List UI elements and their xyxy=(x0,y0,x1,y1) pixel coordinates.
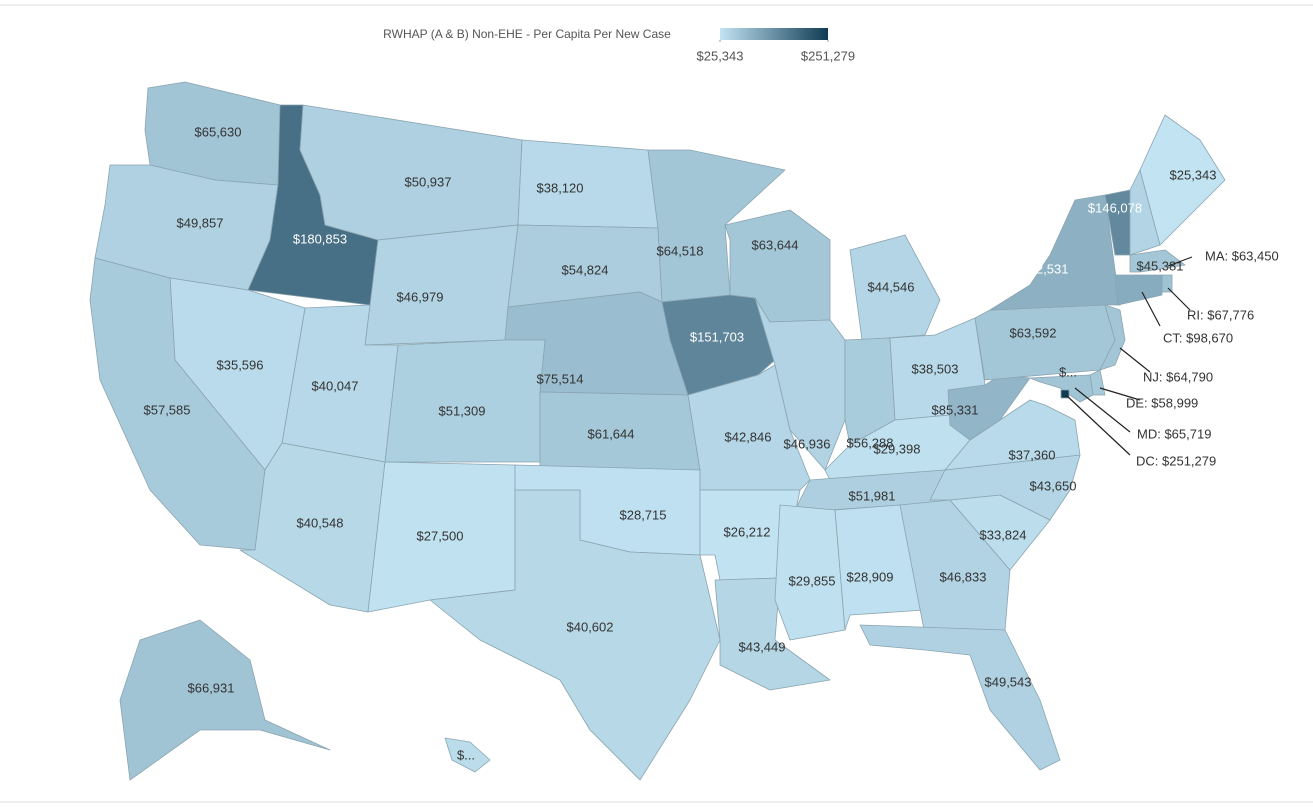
state-label: $64,518 xyxy=(657,243,704,258)
state-label: $29,398 xyxy=(874,441,921,456)
state-label: $151,703 xyxy=(690,329,744,344)
callout-line xyxy=(1167,287,1191,311)
state-region xyxy=(119,619,331,781)
state-label: $46,936 xyxy=(784,436,831,451)
state-label: MD: $65,719 xyxy=(1137,426,1211,441)
state-label: $37,360 xyxy=(1009,447,1056,462)
state-region xyxy=(1114,274,1163,306)
state-label: RI: $67,776 xyxy=(1187,307,1254,322)
state-label: $51,981 xyxy=(849,488,896,503)
state-label: $63,592 xyxy=(1010,325,1057,340)
state-label: $35,596 xyxy=(217,357,264,372)
state-label: $43,449 xyxy=(739,639,786,654)
state-label: $38,503 xyxy=(912,361,959,376)
state-label: CT: $98,670 xyxy=(1163,330,1233,345)
state-region xyxy=(1139,114,1226,246)
state-label: $28,909 xyxy=(847,569,894,584)
legend-gradient xyxy=(720,28,828,40)
states xyxy=(89,81,1226,781)
state-label: NJ: $64,790 xyxy=(1143,369,1213,384)
state-label: $43,650 xyxy=(1030,478,1077,493)
callout-line xyxy=(1065,394,1131,456)
state-region xyxy=(364,224,519,346)
state-label: $61,644 xyxy=(588,426,635,441)
state-label: $63,644 xyxy=(752,237,799,252)
state-label: $33,824 xyxy=(980,527,1027,542)
state-label: $40,047 xyxy=(312,378,359,393)
callout-line xyxy=(1074,387,1131,433)
legend-label: $251,279 xyxy=(801,48,855,63)
state-label: $54,824 xyxy=(562,262,609,277)
state-region xyxy=(1161,274,1173,293)
state-region xyxy=(384,339,546,463)
legend-title: RWHAP (A & B) Non-EHE - Per Capita Per N… xyxy=(383,27,671,41)
state-region xyxy=(849,234,941,341)
state-label: MA: $63,450 xyxy=(1205,248,1279,263)
state-label: $... xyxy=(457,747,475,762)
state-label: $51,309 xyxy=(439,403,486,418)
state-label: $75,514 xyxy=(537,371,584,386)
state-region xyxy=(89,257,266,551)
state-label: $92,531 xyxy=(1022,261,1069,276)
state-label: $49,857 xyxy=(177,215,224,230)
state-region xyxy=(899,499,1011,636)
state-region xyxy=(647,149,786,303)
state-label: $56,288 xyxy=(847,435,894,450)
state-region xyxy=(859,624,1061,771)
state-region xyxy=(974,304,1116,381)
state-label: $38,120 xyxy=(537,180,584,195)
state-label: $42,846 xyxy=(725,429,772,444)
legend-label: $25,343 xyxy=(697,48,744,63)
callout-line xyxy=(1167,256,1193,267)
truncated-label: $... xyxy=(1059,364,1077,379)
state-label: $27,500 xyxy=(417,528,464,543)
state-label: $28,715 xyxy=(620,507,667,522)
state-label: $57,585 xyxy=(144,402,191,417)
state-region xyxy=(299,104,523,241)
state-label: $29,855 xyxy=(789,573,836,588)
state-label: $65,630 xyxy=(195,124,242,139)
state-region xyxy=(834,504,926,631)
callout-line xyxy=(1099,387,1141,401)
state-label: $25,343 xyxy=(1170,167,1217,182)
state-label: $146,078 xyxy=(1088,200,1142,215)
state-label: $49,543 xyxy=(985,674,1032,689)
state-label: $46,833 xyxy=(940,569,987,584)
state-region xyxy=(1029,374,1094,403)
state-label: $66,931 xyxy=(188,680,235,695)
state-region xyxy=(944,399,1081,471)
state-region xyxy=(1129,249,1186,273)
state-region xyxy=(947,374,1031,441)
state-label: $40,548 xyxy=(297,515,344,530)
state-label: DE: $58,999 xyxy=(1126,395,1198,410)
state-label: DC: $251,279 xyxy=(1136,453,1216,468)
state-label: $50,937 xyxy=(405,174,452,189)
callout-line xyxy=(1119,347,1151,373)
state-label: $45,381 xyxy=(1137,258,1184,273)
state-region xyxy=(444,737,491,773)
state-label: $26,212 xyxy=(724,524,771,539)
state-region xyxy=(1099,304,1126,371)
state-label: $44,546 xyxy=(868,279,915,294)
state-region xyxy=(429,489,721,781)
state-label: $85,331 xyxy=(932,402,979,417)
state-label: $180,853 xyxy=(293,231,347,246)
state-label: $46,979 xyxy=(397,289,444,304)
callout-line xyxy=(1141,291,1161,327)
state-region xyxy=(774,504,846,641)
state-region xyxy=(929,454,1081,521)
state-label: $40,602 xyxy=(567,619,614,634)
